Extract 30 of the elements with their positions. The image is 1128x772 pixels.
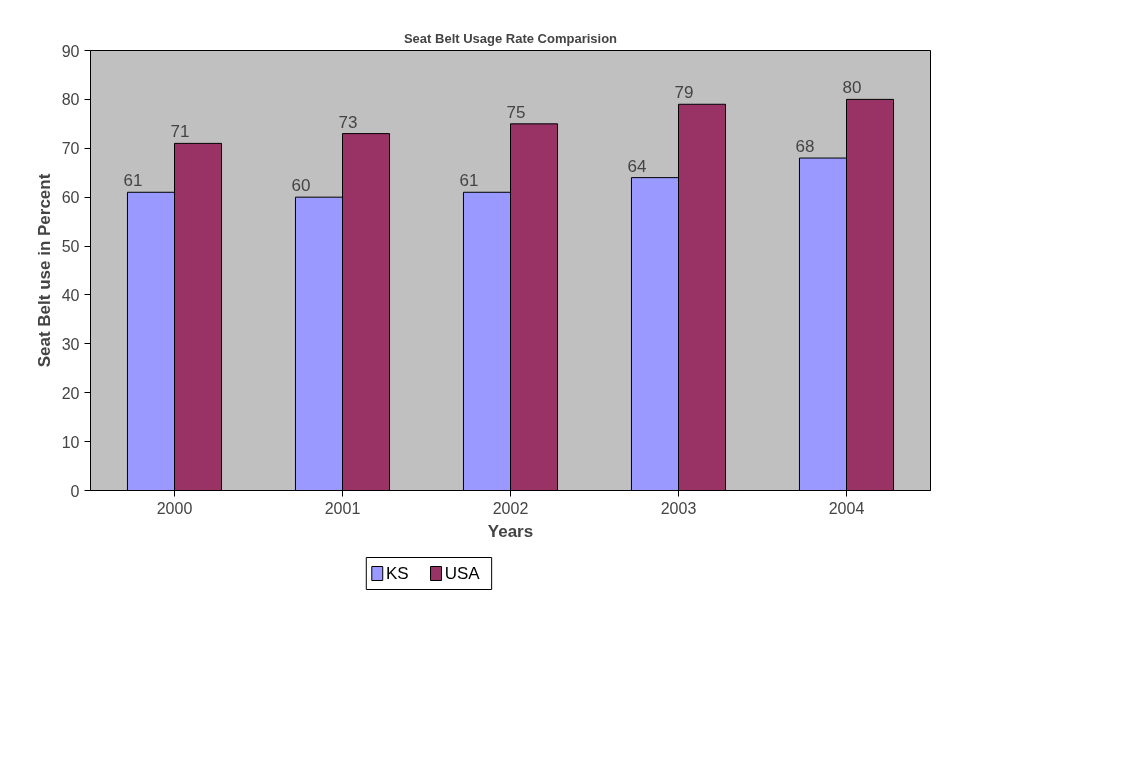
y-tick-label: 60 [61,189,80,207]
legend-label: USA [444,564,481,583]
data-label: 73 [338,112,358,132]
chart-title: Seat Belt Usage Rate Comparision [403,30,618,46]
data-label: 75 [506,102,526,122]
y-tick-label: 30 [61,335,80,353]
x-tick-label: 2003 [660,499,697,517]
data-label: 61 [123,171,143,191]
y-tick-label: 10 [61,433,80,451]
data-label: 61 [459,171,479,191]
y-tick-label: 40 [61,286,80,304]
y-tick-label: 0 [70,482,80,500]
legend-label: KS [385,564,409,583]
x-tick-label: 2001 [324,499,361,517]
data-label: 79 [674,83,694,103]
y-axis-title: Seat Belt use in Percent [34,173,54,368]
data-label: 68 [795,137,815,157]
data-label: 80 [842,78,862,98]
data-label: 64 [627,156,647,176]
x-tick-label: 2004 [828,499,865,517]
x-tick-label: 2000 [156,499,193,517]
data-label: 60 [291,176,311,196]
x-axis-title: Years [487,521,534,541]
data-label: 71 [170,122,190,142]
y-tick-label: 80 [61,91,80,109]
y-tick-label: 70 [61,140,80,158]
y-tick-label: 20 [61,384,80,402]
y-tick-label: 90 [61,42,80,60]
x-tick-label: 2002 [492,499,529,517]
y-tick-label: 50 [61,238,80,256]
